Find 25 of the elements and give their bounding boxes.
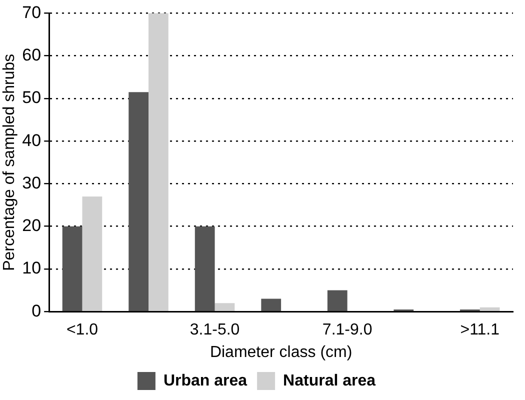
y-tick-label: 20 (22, 216, 42, 236)
y-tick-label: 30 (22, 173, 42, 192)
bar (194, 226, 215, 311)
y-tick-label: 60 (22, 46, 42, 65)
bar (261, 298, 282, 311)
y-tick-label: 10 (22, 258, 42, 278)
bar (62, 226, 82, 311)
legend-label: Natural area (283, 372, 376, 390)
x-tick-label: <1.0 (66, 322, 98, 339)
y-tick-label: 0 (32, 301, 42, 320)
x-tick-label: 7.1-9.0 (322, 322, 372, 339)
x-axis-title: Diameter class (cm) (210, 344, 352, 361)
legend-label: Urban area (163, 372, 248, 390)
y-axis-title: Percentage of sampled shrubs (1, 54, 18, 271)
y-tick-label: 70 (22, 2, 42, 22)
bar (82, 196, 102, 311)
bar (148, 13, 168, 311)
x-tick-label: >11.1 (460, 322, 500, 339)
y-tick-label: 40 (22, 130, 42, 150)
x-tick-label: 3.1-5.0 (190, 322, 240, 339)
bar (480, 307, 500, 311)
y-tick-label: 50 (22, 88, 42, 108)
bar (128, 92, 149, 311)
bar (214, 303, 235, 311)
bar (327, 290, 348, 311)
